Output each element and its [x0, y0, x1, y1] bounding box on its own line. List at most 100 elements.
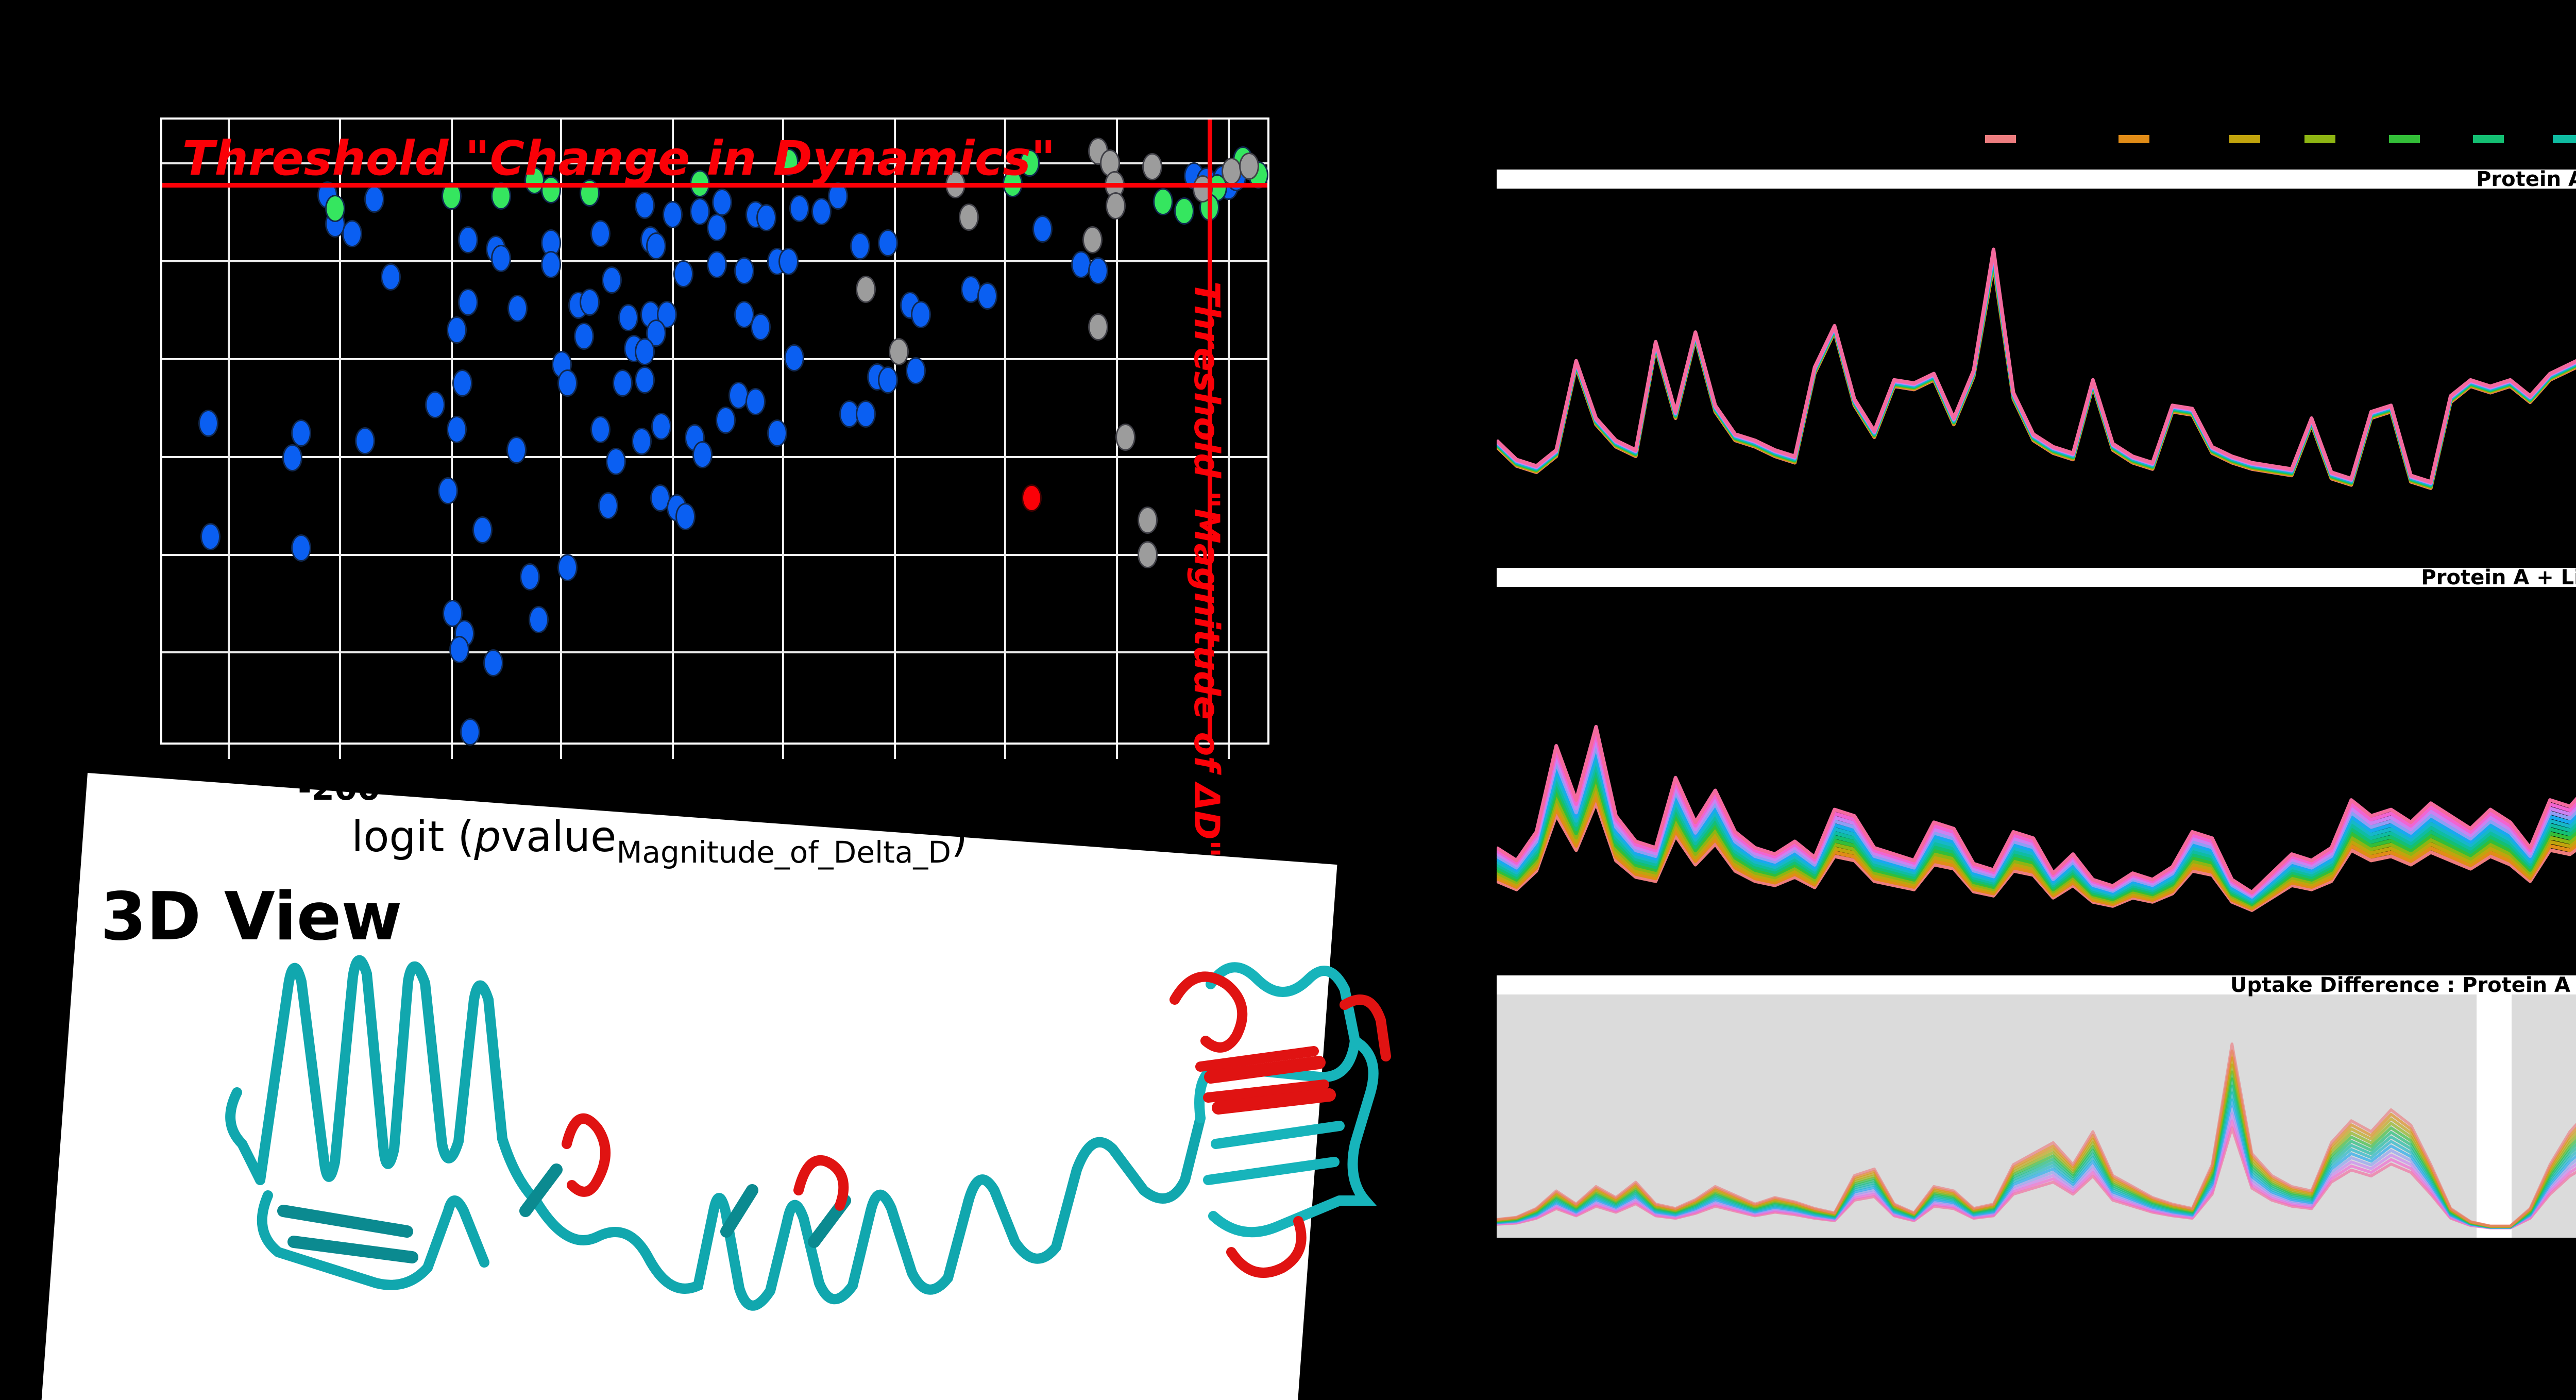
scatter-point-gray [1239, 153, 1260, 180]
volcano-gridline-v [1227, 120, 1230, 743]
uptake-plot-protein-a-ligand[interactable] [1497, 587, 2576, 962]
chart-title-protein-a: Protein A [2476, 167, 2576, 191]
x-tick-label: -200 [298, 770, 381, 808]
scatter-point-blue [635, 366, 655, 394]
uptake-line-series-4 [1497, 259, 2576, 488]
x-tick-mark [1004, 745, 1007, 759]
legend-swatch-3[interactable] [2229, 135, 2260, 143]
x-tick-mark [893, 745, 896, 759]
scatter-point-blue [690, 198, 710, 226]
scatter-point-blue [574, 323, 595, 350]
chart-title-bar-protein-a-ligand: Protein A + Ligand [1497, 565, 2576, 589]
scatter-point-blue [651, 413, 672, 441]
scatter-point-blue [734, 257, 755, 285]
uptake-line-series-1 [1497, 801, 2576, 912]
scatter-point-blue [598, 492, 619, 519]
protein-structure[interactable] [206, 922, 1417, 1400]
scatter-point-gray [856, 276, 876, 303]
uptake-line-series-2 [1497, 794, 2576, 910]
uptake-plot-difference[interactable] [1497, 994, 2576, 1238]
scatter-point-blue [712, 189, 733, 216]
legend-swatch-2[interactable] [2119, 135, 2149, 143]
scatter-point-gray [1138, 541, 1158, 569]
scatter-point-blue [715, 407, 736, 434]
scatter-point-blue [355, 427, 376, 455]
scatter-point-blue [198, 410, 218, 437]
uptake-line-series-11 [1497, 737, 2576, 897]
uptake-line-series-3 [1497, 261, 2576, 489]
legend-swatch-4[interactable] [2304, 135, 2335, 143]
scatter-point-blue [618, 303, 638, 331]
uptake-difference-background [1497, 994, 2576, 1238]
scatter-point-blue [380, 263, 401, 291]
legend-swatch-6[interactable] [2473, 135, 2504, 143]
scatter-point-blue [557, 553, 578, 581]
scatter-point-blue [449, 636, 469, 664]
volcano-gridline-h [162, 651, 1267, 654]
volcano-gridline-h [162, 358, 1267, 361]
scatter-point-gray [1142, 153, 1162, 181]
scatter-point-blue [789, 195, 810, 223]
scatter-point-blue [778, 248, 799, 276]
volcano-gridline-v [227, 120, 230, 743]
uptake-line-series-2 [1497, 262, 2576, 490]
uptake-line-series-9 [1497, 750, 2576, 900]
scatter-point-blue [977, 282, 998, 310]
scatter-point-green [1174, 197, 1194, 225]
uptake-line-series-12 [1497, 731, 2576, 896]
scatter-point-blue [745, 388, 766, 416]
scatter-point-blue [447, 316, 467, 344]
chart-title-protein-a-ligand: Protein A + Ligand [2421, 565, 2576, 589]
volcano-plot[interactable]: Threshold "Change in Dynamics" Threshold… [160, 117, 1269, 870]
legend-swatch-1[interactable] [1985, 135, 2016, 143]
threshold-line-vertical [1208, 120, 1213, 743]
scatter-point-blue [452, 369, 473, 397]
x-axis-label: logit (pvalueMagnitude_of_Delta_D) [351, 813, 968, 870]
scatter-point-gray [1105, 192, 1126, 220]
scatter-point-green [1019, 149, 1040, 177]
uptake-line-series-1 [1497, 1042, 2576, 1228]
scatter-point-blue [692, 441, 713, 468]
scatter-point-blue [519, 563, 540, 591]
scatter-point-blue [1032, 215, 1053, 243]
scatter-point-green [325, 195, 346, 223]
scatter-point-blue [483, 649, 504, 677]
uptake-line-series-5 [1497, 775, 2576, 906]
scatter-point-blue [457, 288, 478, 316]
x-axis-label-suffix: ) [951, 813, 968, 862]
scatter-point-blue [282, 444, 302, 471]
scatter-point-blue [751, 313, 771, 341]
volcano-gridline-h [162, 553, 1267, 556]
x-axis-label-italic-p: p [474, 813, 501, 862]
scatter-point-blue [590, 220, 611, 247]
scatter-point-gray [1138, 506, 1158, 534]
volcano-gridline-v [893, 120, 896, 743]
scatter-point-blue [662, 201, 683, 229]
uptake-plot-protein-a[interactable] [1497, 190, 2576, 564]
uptake-line-series-7 [1497, 255, 2576, 487]
scatter-point-gray [1088, 313, 1108, 341]
uptake-line-series-3 [1497, 788, 2576, 909]
uptake-line-series-13 [1497, 724, 2576, 895]
scatter-point-green [1153, 188, 1174, 215]
uptake-line-series-6 [1497, 257, 2576, 487]
chart-title-bar-uptake-difference: Uptake Difference : Protein A - (Protein… [1497, 975, 2576, 996]
threshold-line-horizontal [162, 183, 1267, 188]
legend-swatch-5[interactable] [2389, 135, 2420, 143]
x-tick-mark [1116, 745, 1118, 759]
uptake-line-series-13 [1497, 247, 2576, 484]
scatter-point-blue [590, 416, 611, 444]
x-tick-mark [782, 745, 785, 759]
scatter-point-gray [1082, 226, 1103, 254]
scatter-point-blue [646, 232, 666, 260]
legend-swatch-7[interactable] [2553, 135, 2576, 143]
scatter-point-blue [756, 204, 777, 232]
scatter-point-blue [877, 366, 898, 394]
scatter-point-blue [856, 400, 876, 428]
x-axis-label-subscript: Magnitude_of_Delta_D [616, 835, 952, 870]
scatter-point-blue [460, 718, 481, 746]
scatter-point-blue [506, 436, 527, 464]
scatter-point-blue [631, 428, 652, 456]
uptake-line-series-4 [1497, 782, 2576, 908]
